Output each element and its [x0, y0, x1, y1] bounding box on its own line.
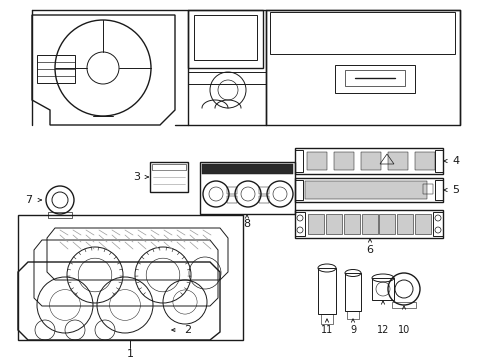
Bar — [334, 65, 414, 93]
Bar — [294, 150, 303, 172]
Bar — [391, 302, 415, 308]
Bar — [306, 152, 326, 170]
Bar — [187, 72, 265, 84]
Bar — [187, 10, 263, 68]
Bar — [294, 210, 442, 238]
Bar — [414, 214, 430, 234]
Bar — [226, 187, 237, 194]
Text: 8: 8 — [243, 219, 250, 229]
Bar — [422, 184, 432, 194]
Bar — [200, 162, 294, 214]
Bar — [434, 180, 442, 200]
Text: 9: 9 — [349, 325, 355, 335]
Bar — [226, 196, 237, 203]
Text: 10: 10 — [397, 325, 409, 335]
Bar — [37, 55, 75, 83]
Bar — [379, 214, 394, 234]
Bar — [414, 152, 434, 170]
Bar — [152, 164, 185, 170]
Bar — [345, 273, 360, 311]
Bar — [202, 164, 292, 174]
Bar — [343, 214, 359, 234]
Text: 11: 11 — [320, 325, 332, 335]
Bar — [345, 70, 404, 86]
Text: 3: 3 — [133, 172, 140, 182]
Bar — [317, 268, 335, 314]
Bar — [325, 214, 341, 234]
Bar — [259, 196, 268, 203]
Bar — [294, 212, 305, 236]
Bar — [294, 180, 303, 200]
Text: 6: 6 — [366, 245, 373, 255]
Text: 2: 2 — [183, 325, 191, 335]
Bar — [396, 214, 412, 234]
Text: 12: 12 — [376, 325, 388, 335]
Text: 1: 1 — [126, 349, 133, 359]
Bar — [305, 181, 426, 199]
Text: 7: 7 — [25, 195, 32, 205]
Bar — [150, 162, 187, 192]
Bar — [194, 15, 257, 60]
Bar — [346, 311, 358, 319]
Bar — [320, 314, 332, 324]
Bar — [294, 148, 442, 174]
Bar — [307, 214, 324, 234]
Bar — [361, 214, 377, 234]
Bar — [387, 152, 407, 170]
Bar — [259, 187, 268, 194]
Text: 4: 4 — [451, 156, 458, 166]
Bar — [333, 152, 353, 170]
Bar — [294, 178, 442, 202]
Bar — [48, 212, 72, 218]
Bar — [432, 212, 442, 236]
Text: 5: 5 — [451, 185, 458, 195]
Bar — [371, 278, 393, 300]
Bar — [18, 215, 243, 340]
Bar — [434, 150, 442, 172]
Bar — [360, 152, 380, 170]
Bar — [269, 12, 454, 54]
